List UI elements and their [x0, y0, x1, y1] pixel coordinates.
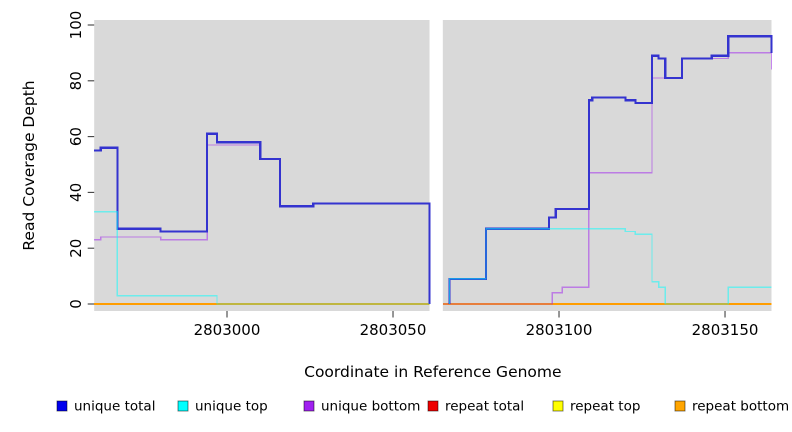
legend-item-unique-bottom: unique bottom [303, 399, 420, 415]
y-tick-label: 0 [67, 299, 85, 309]
y-tick-label: 40 [67, 183, 85, 202]
series-unique-total [94, 132, 431, 304]
axes: 2803000 2803050 2803100 2803150 0 20 40 60 80 100 [67, 11, 758, 339]
x-tick-label: 2803050 [360, 321, 427, 339]
series-unique-top [94, 211, 430, 305]
legend-swatch-unique-top [177, 400, 189, 412]
legend-label-repeat-bottom: repeat bottom [692, 399, 789, 415]
coverage-gap-band [429, 20, 443, 311]
legend-item-repeat-top: repeat top [552, 399, 640, 415]
legend-label-repeat-total: repeat total [445, 399, 524, 415]
legend-swatch-unique-total [56, 400, 68, 412]
x-tick-label: 2803000 [194, 321, 261, 339]
legend-swatch-repeat-top [552, 400, 564, 412]
legend: unique total unique top unique bottom repea… [56, 399, 789, 415]
y-axis-title: Read Coverage Depth [20, 80, 38, 250]
series-group [94, 35, 773, 305]
legend-label-repeat-top: repeat top [570, 399, 640, 415]
legend-item-repeat-total: repeat total [427, 399, 524, 415]
y-tick-label: 20 [67, 239, 85, 258]
y-tick-label: 100 [67, 11, 85, 40]
legend-label-unique-bottom: unique bottom [321, 399, 420, 415]
legend-item-unique-top: unique top [177, 399, 268, 415]
y-tick-label: 60 [67, 127, 85, 146]
x-tick-label: 2803150 [692, 321, 759, 339]
legend-label-unique-top: unique top [195, 399, 268, 415]
x-tick-label: 2803100 [526, 321, 593, 339]
legend-swatch-repeat-bottom [674, 400, 686, 412]
legend-swatch-unique-bottom [303, 400, 315, 412]
y-tick-label: 80 [67, 71, 85, 90]
legend-item-unique-total: unique total [56, 399, 155, 415]
x-axis-title: Coordinate in Reference Genome [304, 363, 561, 381]
series-unique-total [448, 35, 773, 304]
legend-item-repeat-bottom: repeat bottom [674, 399, 789, 415]
legend-swatch-repeat-total [427, 400, 439, 412]
series-unique-top [448, 228, 772, 305]
legend-label-unique-total: unique total [74, 399, 155, 415]
